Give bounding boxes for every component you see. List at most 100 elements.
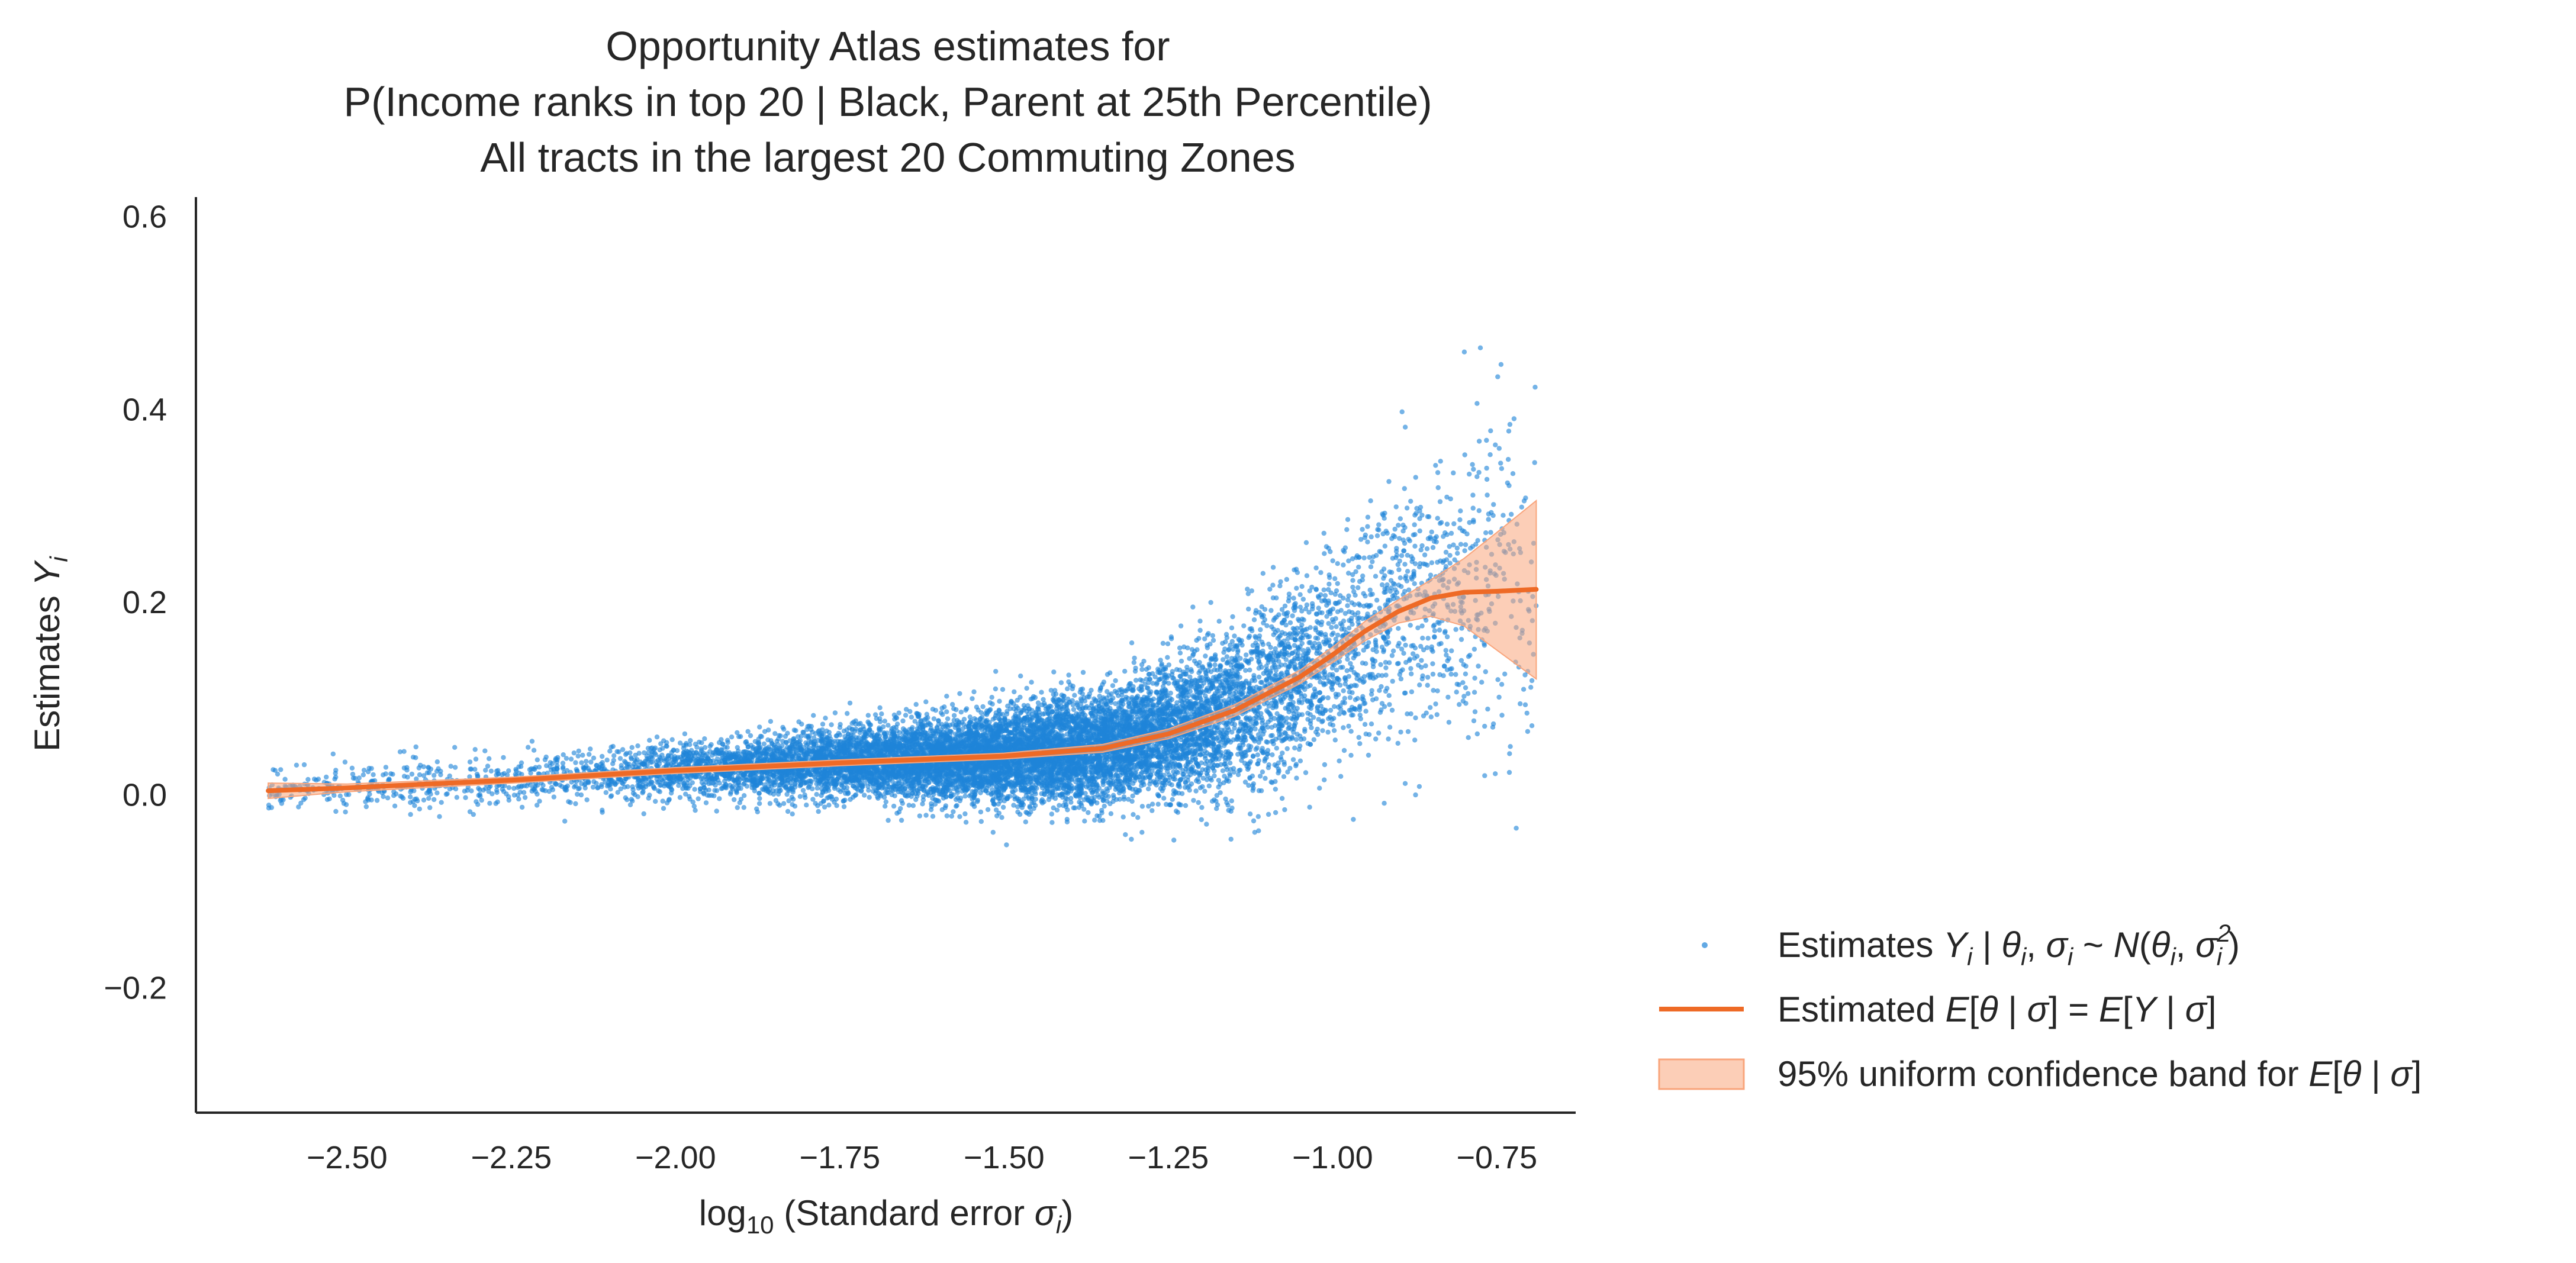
- scatter-point: [385, 795, 391, 801]
- scatter-point: [1476, 470, 1482, 475]
- scatter-point: [1033, 797, 1038, 802]
- scatter-point: [611, 753, 617, 759]
- scatter-point: [1430, 544, 1436, 550]
- scatter-point: [573, 760, 578, 765]
- scatter-point: [1072, 692, 1077, 698]
- scatter-point: [944, 813, 950, 819]
- scatter-point: [1488, 530, 1493, 535]
- scatter-point: [1490, 721, 1496, 727]
- scatter-point: [1471, 690, 1477, 695]
- scatter-point: [1332, 737, 1338, 743]
- scatter-point: [1376, 730, 1382, 736]
- scatter-point: [945, 716, 951, 721]
- scatter-point: [1387, 724, 1393, 730]
- scatter-point: [1443, 647, 1448, 653]
- scatter-point: [1361, 555, 1367, 560]
- scatter-point: [1321, 587, 1326, 592]
- scatter-point: [426, 795, 432, 801]
- scatter-point: [1294, 585, 1299, 591]
- scatter-point: [781, 801, 787, 806]
- scatter-point: [1106, 794, 1112, 800]
- scatter-point: [703, 800, 709, 806]
- scatter-point: [1412, 513, 1418, 518]
- scatter-point: [1401, 548, 1407, 553]
- scatter-point: [963, 820, 969, 825]
- scatter-point: [1245, 587, 1250, 592]
- scatter-point: [1023, 819, 1029, 824]
- scatter-point: [522, 795, 528, 800]
- scatter-point: [1303, 606, 1309, 612]
- scatter-point: [1467, 471, 1472, 477]
- scatter-point: [1231, 769, 1237, 775]
- scatter-point: [471, 811, 476, 817]
- scatter-point: [1403, 642, 1408, 648]
- scatter-point: [1274, 746, 1279, 751]
- scatter-point: [823, 716, 828, 721]
- scatter-point: [790, 802, 795, 807]
- scatter-point: [1433, 463, 1438, 468]
- scatter-point: [1206, 631, 1211, 636]
- scatter-point: [761, 741, 767, 747]
- scatter-point: [1210, 637, 1216, 643]
- scatter-point: [519, 804, 525, 810]
- scatter-point: [1262, 756, 1268, 762]
- scatter-point: [1405, 553, 1410, 558]
- scatter-point: [1287, 620, 1293, 626]
- scatter-point: [1292, 745, 1297, 751]
- scatter-point: [448, 763, 453, 769]
- scatter-point: [1279, 607, 1285, 613]
- scatter-point: [1408, 666, 1413, 671]
- scatter-point: [757, 795, 762, 801]
- scatter-point: [1509, 511, 1514, 517]
- scatter-point: [1175, 810, 1181, 815]
- scatter-point: [1342, 700, 1347, 705]
- scatter-point: [962, 811, 968, 817]
- scatter-point: [1235, 752, 1241, 757]
- scatter-point: [1230, 614, 1235, 620]
- scatter-point: [1451, 470, 1456, 476]
- scatter-point: [1402, 424, 1408, 430]
- scatter-point: [772, 731, 778, 736]
- scatter-point: [1199, 805, 1205, 810]
- scatter-point: [1214, 806, 1219, 811]
- scatter-point: [1314, 611, 1319, 617]
- scatter-point: [1406, 537, 1411, 542]
- scatter-point: [1299, 584, 1305, 589]
- scatter-point: [1202, 636, 1208, 642]
- scatter-point: [1396, 567, 1402, 572]
- scatter-point: [608, 793, 614, 798]
- scatter-point: [1039, 690, 1044, 695]
- scatter-point: [1165, 641, 1171, 647]
- scatter-point: [1267, 587, 1273, 592]
- scatter-point: [1425, 562, 1430, 568]
- scatter-point: [955, 790, 960, 795]
- scatter-point: [1419, 658, 1424, 663]
- scatter-point: [371, 772, 376, 778]
- scatter-point: [958, 710, 964, 715]
- scatter-point: [487, 756, 492, 762]
- scatter-point: [1290, 757, 1296, 762]
- scatter-point: [1177, 650, 1183, 656]
- scatter-point: [1294, 775, 1299, 781]
- scatter-point: [305, 777, 311, 782]
- scatter-point: [600, 753, 605, 759]
- scatter-point: [1266, 811, 1271, 817]
- scatter-point: [1370, 697, 1376, 703]
- scatter-point: [1342, 681, 1348, 687]
- scatter-point: [1341, 748, 1347, 753]
- scatter-point: [1338, 774, 1344, 779]
- scatter-point: [1350, 578, 1355, 583]
- scatter-point: [1484, 465, 1489, 471]
- scatter-point: [1507, 751, 1512, 756]
- scatter-point: [1139, 804, 1145, 809]
- scatter-point: [826, 803, 832, 808]
- scatter-point: [526, 745, 531, 750]
- scatter-point: [1190, 604, 1196, 610]
- scatter-point: [495, 799, 500, 805]
- scatter-point: [1474, 401, 1480, 406]
- scatter-point: [534, 803, 540, 808]
- scatter-point: [1405, 569, 1411, 574]
- scatter-point: [427, 805, 433, 810]
- scatter-point: [653, 798, 658, 804]
- scatter-point: [454, 795, 459, 800]
